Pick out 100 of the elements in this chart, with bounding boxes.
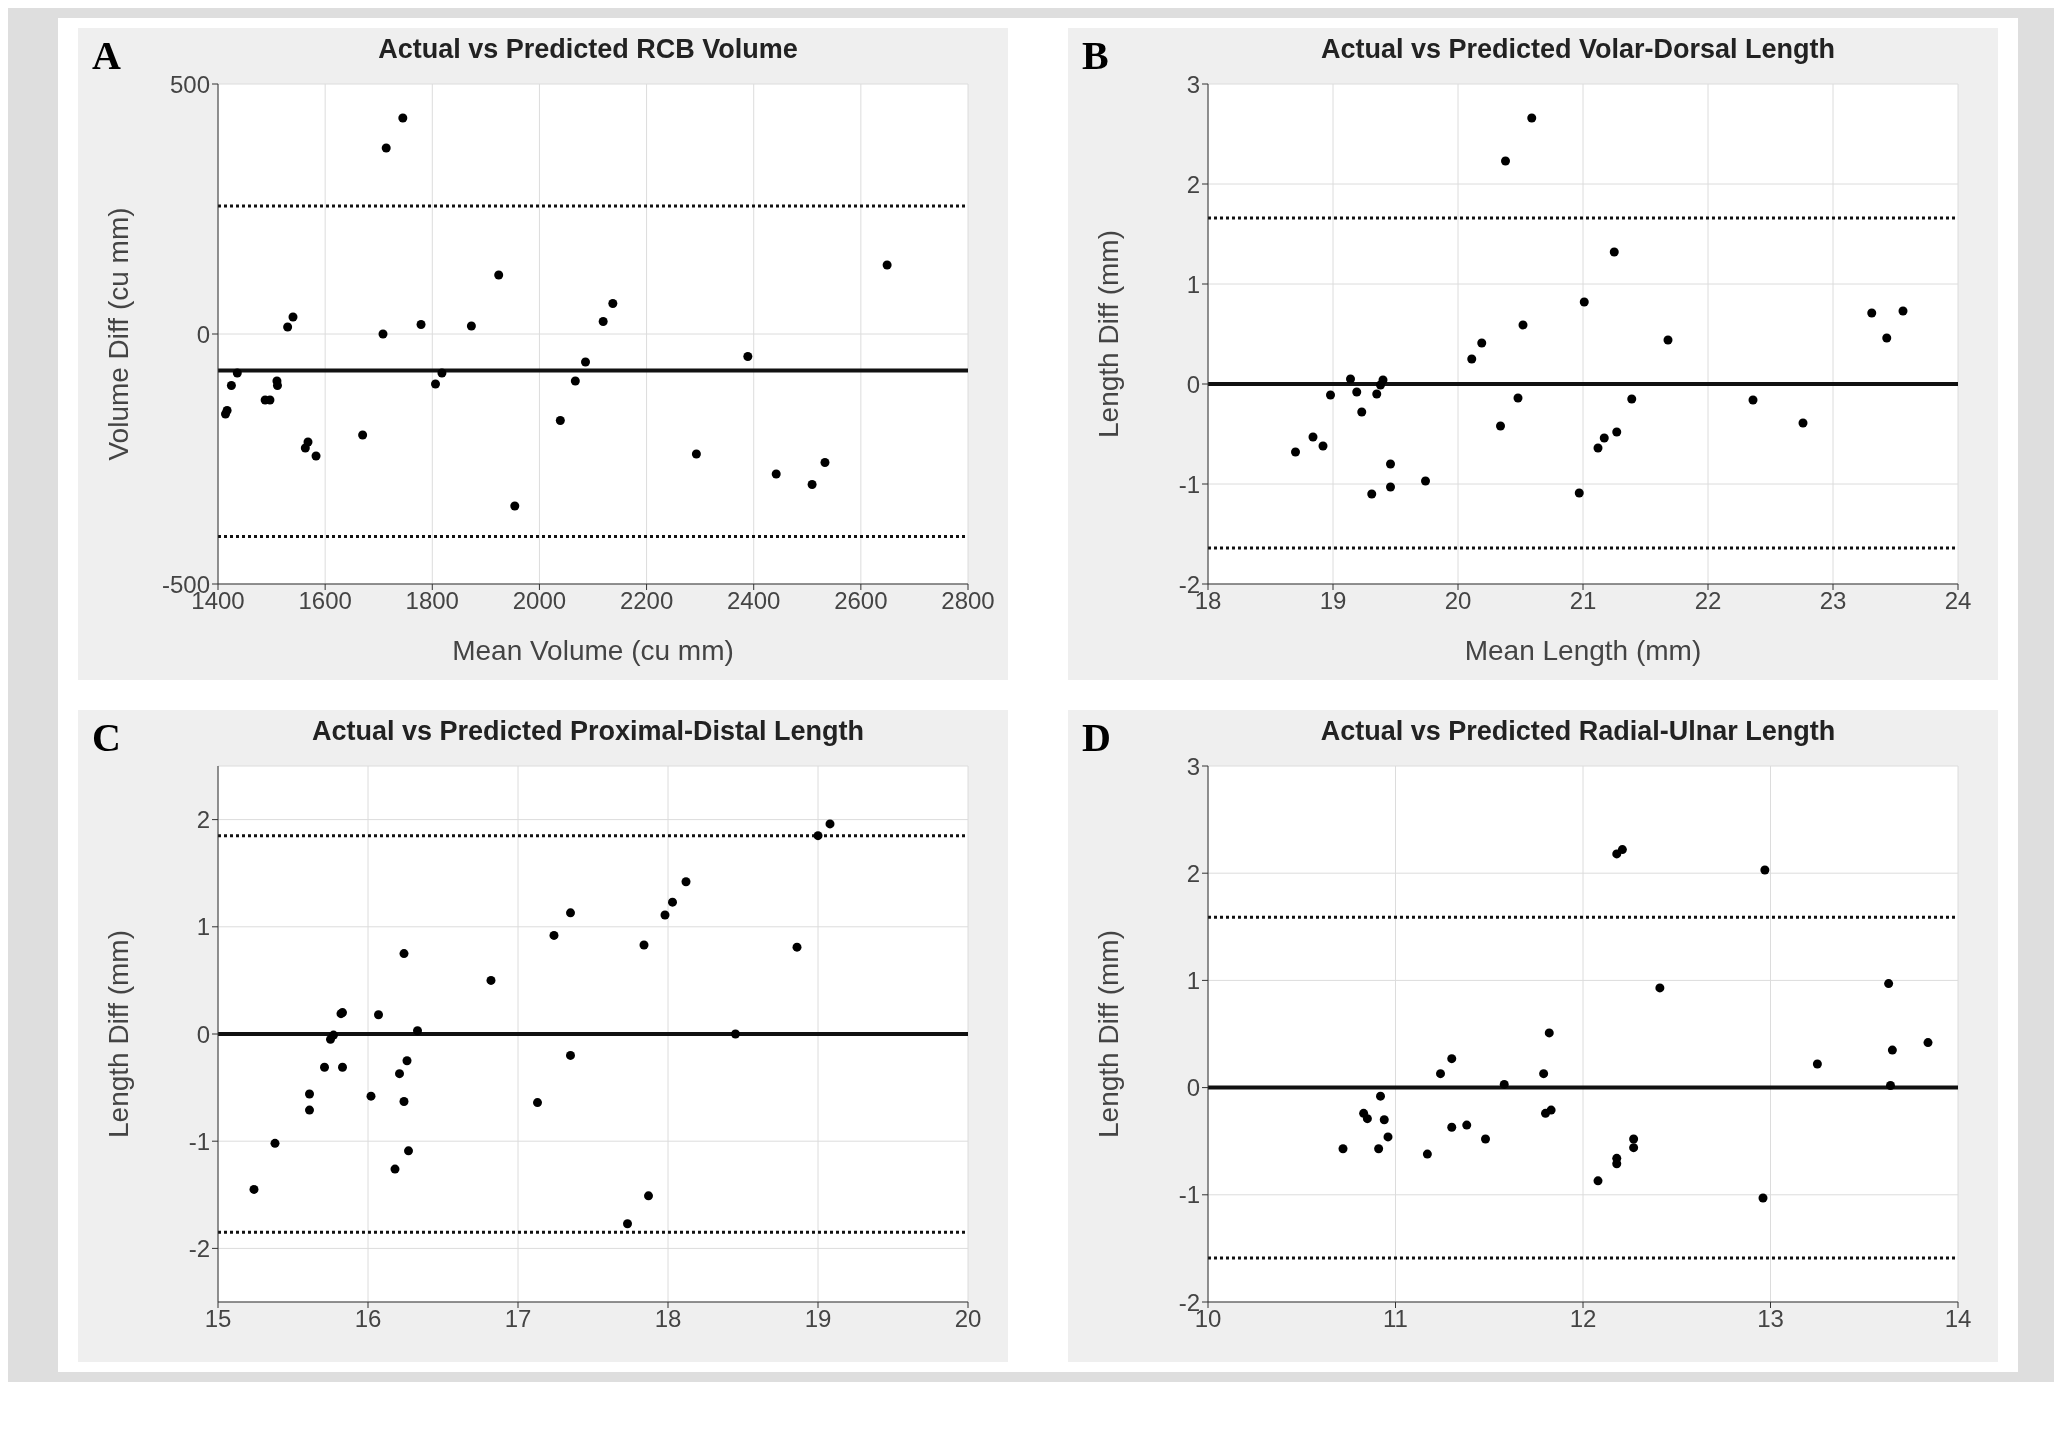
point [743, 352, 753, 361]
point [416, 320, 426, 329]
point [1352, 387, 1362, 397]
point [1593, 1176, 1603, 1186]
point [338, 1062, 347, 1072]
point [1923, 1038, 1933, 1048]
point [581, 357, 590, 367]
point [1421, 476, 1430, 486]
point [807, 480, 817, 489]
text: D [1082, 714, 1111, 761]
point [378, 329, 388, 339]
point [303, 437, 313, 447]
point [1386, 459, 1395, 469]
y-tick-label: 0 [1186, 370, 1200, 398]
point [402, 1056, 412, 1066]
point [1499, 1079, 1509, 1089]
point [395, 1069, 404, 1079]
point [882, 260, 892, 270]
x-tick-label: 12 [1569, 1305, 1597, 1333]
point [731, 1029, 740, 1039]
x-tick-label: 20 [954, 1305, 982, 1333]
point [1386, 482, 1395, 492]
point [1338, 1144, 1348, 1154]
point [431, 379, 440, 389]
point [311, 451, 321, 461]
point [566, 1050, 575, 1060]
point [608, 299, 618, 308]
point [623, 1219, 632, 1229]
x-tick-label: 19 [804, 1305, 832, 1333]
text: C [92, 714, 121, 761]
point [1346, 374, 1355, 384]
point [681, 877, 691, 887]
point [1362, 1114, 1372, 1124]
point [1501, 156, 1510, 166]
point [305, 1089, 314, 1099]
point [1760, 865, 1770, 875]
point [1513, 393, 1523, 403]
point [413, 1026, 422, 1036]
y-tick-label: 1 [1186, 270, 1200, 298]
point [1884, 979, 1894, 989]
point [813, 831, 823, 841]
x-tick-label: 2400 [727, 587, 781, 615]
x-tick-label: 2000 [512, 587, 567, 615]
point [305, 1105, 314, 1115]
y-tick-label: 3 [1186, 752, 1200, 780]
x-tick-label: 21 [1569, 587, 1597, 615]
point [1308, 432, 1318, 442]
y-tick-label: 2 [1186, 859, 1200, 887]
point [398, 113, 408, 123]
y-tick-label: -1 [1178, 470, 1200, 498]
y-tick-label: 3 [1186, 70, 1200, 98]
point [486, 975, 496, 985]
point [691, 449, 701, 459]
point [288, 312, 298, 322]
y-tick-label: 2 [196, 806, 210, 834]
point [510, 501, 520, 511]
y-tick-label: -1 [1178, 1181, 1200, 1209]
point [1617, 845, 1627, 855]
x-tick-label: 2600 [834, 587, 888, 615]
point [570, 376, 580, 386]
point [1291, 447, 1300, 457]
chart-title: Actual vs Predicted Proximal-Distal Length [311, 716, 865, 746]
point [272, 381, 282, 390]
point [358, 430, 368, 440]
point [1379, 1115, 1389, 1125]
x-tick-label: 11 [1383, 1305, 1408, 1333]
point [1812, 1059, 1822, 1069]
point [1798, 418, 1808, 428]
y-tick-label: 2 [1186, 170, 1200, 198]
point [792, 942, 802, 952]
point [270, 1138, 280, 1148]
point [1887, 1045, 1897, 1055]
point [1518, 320, 1528, 330]
point [404, 1146, 413, 1156]
point [1663, 335, 1673, 345]
point [1447, 1054, 1457, 1064]
point [1748, 395, 1758, 405]
point [1378, 375, 1388, 385]
point [1326, 390, 1335, 400]
text: B [1082, 32, 1109, 79]
x-tick-label: 1600 [298, 587, 352, 615]
point [644, 1191, 653, 1201]
point [374, 1010, 383, 1020]
point [1374, 1144, 1384, 1154]
point [329, 1030, 338, 1040]
y-axis-title: Length Diff (mm) [1092, 230, 1124, 438]
x-tick-label: 16 [354, 1305, 382, 1333]
x-tick-label: 15 [204, 1305, 232, 1333]
point [381, 143, 391, 153]
point [1527, 113, 1537, 123]
point [1599, 433, 1609, 443]
point [390, 1164, 400, 1174]
point [494, 270, 504, 280]
point [1422, 1149, 1432, 1159]
point [1462, 1120, 1472, 1130]
point [1655, 983, 1665, 993]
point [1629, 1134, 1639, 1144]
x-tick-label: 24 [1944, 587, 1972, 615]
point [1886, 1080, 1895, 1090]
point [1544, 1028, 1554, 1038]
